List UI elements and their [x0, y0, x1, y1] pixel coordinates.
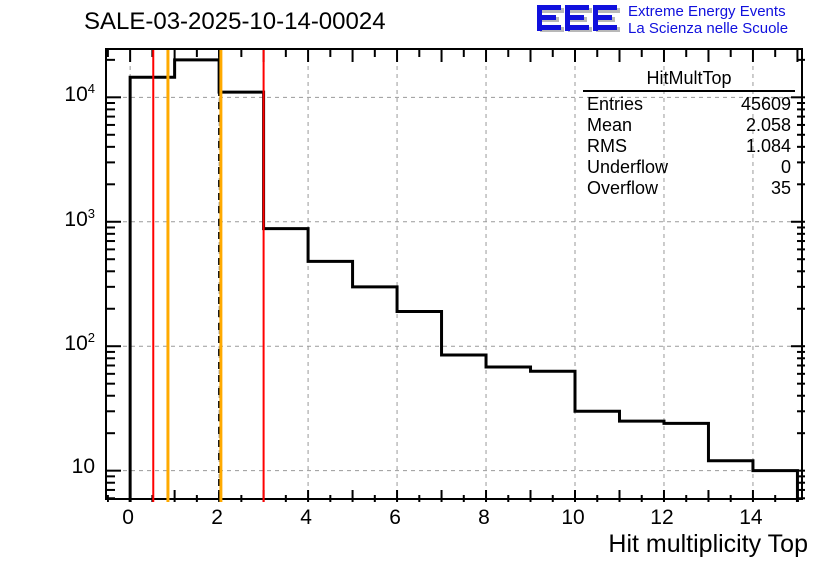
x-tick-label-8: 8 — [478, 506, 490, 529]
stats-key: Overflow — [587, 178, 659, 198]
stats-row-entries: Entries 45609 — [583, 94, 795, 115]
axis-ticks — [107, 50, 805, 502]
eee-logo-mark-icon — [537, 5, 620, 32]
stats-key: RMS — [587, 136, 627, 156]
stats-box-title: HitMultTop — [646, 68, 732, 88]
stats-value: 1.084 — [745, 136, 791, 156]
stats-row-rms: RMS 1.084 — [583, 136, 795, 157]
y-tick-label-10000: 104 — [64, 81, 95, 107]
page-title: SALE-03-2025-10-14-00024 — [84, 8, 386, 35]
x-axis-title: Hit multiplicity Top — [608, 530, 808, 558]
stats-box: HitMultTop Entries 45609 Mean 2.058 RMS 1.084… — [583, 68, 795, 199]
stats-row-overflow: Overflow 35 — [583, 178, 795, 199]
eee-logo-line2: La Scienza nelle Scuole — [628, 20, 789, 37]
y-tick-label-1000: 103 — [64, 205, 95, 231]
eee-logo-text: Extreme Energy Events La Scienza nelle S… — [628, 3, 788, 37]
stats-key: Underflow — [587, 157, 669, 177]
stats-value: 2.058 — [745, 115, 791, 135]
histogram-canvas — [107, 50, 805, 502]
stats-box-rows: Entries 45609 Mean 2.058 RMS 1.084 Underflow 0 O… — [583, 94, 795, 199]
stats-value: 0 — [780, 157, 791, 177]
stats-row-mean: Mean 2.058 — [583, 115, 795, 136]
histogram-plot-frame — [105, 48, 805, 502]
eee-logo-line1: Extreme Energy Events — [628, 3, 786, 20]
x-tick-label-2: 2 — [211, 506, 223, 529]
stats-key: Mean — [587, 115, 633, 135]
x-tick-label-4: 4 — [300, 506, 312, 529]
stats-box-rule — [583, 90, 795, 92]
marker-lines — [152, 50, 265, 502]
x-tick-label-0: 0 — [122, 506, 134, 529]
x-tick-label-6: 6 — [389, 506, 401, 529]
y-tick-label-100: 102 — [64, 330, 95, 356]
stats-key: Entries — [587, 94, 644, 114]
stats-value: 35 — [770, 178, 791, 198]
stats-value: 45609 — [740, 94, 791, 114]
stats-row-underflow: Underflow 0 — [583, 157, 795, 178]
histogram-outline — [128, 58, 799, 502]
x-tick-label-10: 10 — [561, 506, 585, 529]
x-tick-label-12: 12 — [650, 506, 674, 529]
grid-lines — [107, 50, 805, 502]
eee-logo: Extreme Energy Events La Scienza nelle S… — [536, 2, 832, 40]
x-tick-label-14: 14 — [739, 506, 763, 529]
y-tick-label-10: 10 — [71, 454, 95, 478]
